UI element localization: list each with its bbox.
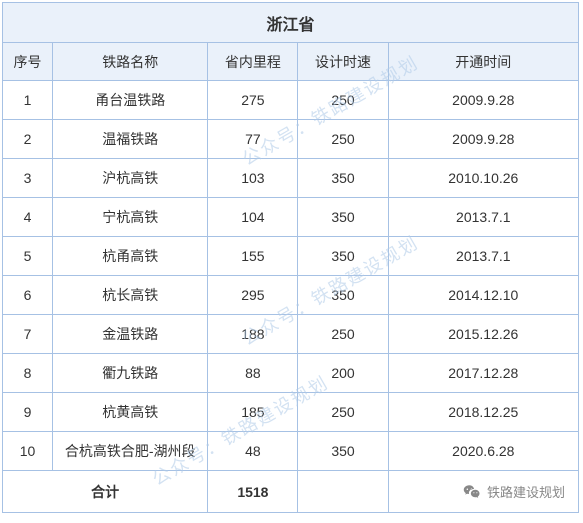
cell-mileage: 48 <box>208 432 298 471</box>
cell-name: 杭甬高铁 <box>53 237 208 276</box>
cell-name: 杭长高铁 <box>53 276 208 315</box>
cell-mileage: 275 <box>208 81 298 120</box>
header-speed: 设计时速 <box>298 43 388 81</box>
cell-name: 衢九铁路 <box>53 354 208 393</box>
title-row: 浙江省 <box>3 3 579 43</box>
cell-speed: 250 <box>298 315 388 354</box>
cell-seq: 2 <box>3 120 53 159</box>
header-name: 铁路名称 <box>53 43 208 81</box>
table-title: 浙江省 <box>3 3 579 43</box>
cell-seq: 10 <box>3 432 53 471</box>
header-date: 开通时间 <box>388 43 578 81</box>
wechat-icon <box>463 483 481 501</box>
cell-name: 甬台温铁路 <box>53 81 208 120</box>
cell-speed: 350 <box>298 237 388 276</box>
cell-seq: 4 <box>3 198 53 237</box>
cell-mileage: 295 <box>208 276 298 315</box>
cell-mileage: 103 <box>208 159 298 198</box>
cell-date: 2014.12.10 <box>388 276 578 315</box>
cell-speed: 200 <box>298 354 388 393</box>
header-mileage: 省内里程 <box>208 43 298 81</box>
cell-speed: 350 <box>298 159 388 198</box>
cell-mileage: 185 <box>208 393 298 432</box>
cell-seq: 6 <box>3 276 53 315</box>
cell-date: 2009.9.28 <box>388 81 578 120</box>
cell-date: 2020.6.28 <box>388 432 578 471</box>
table-row: 6杭长高铁2953502014.12.10 <box>3 276 579 315</box>
table-row: 2温福铁路772502009.9.28 <box>3 120 579 159</box>
cell-speed: 350 <box>298 432 388 471</box>
table-row: 3沪杭高铁1033502010.10.26 <box>3 159 579 198</box>
cell-date: 2009.9.28 <box>388 120 578 159</box>
table-row: 10合杭高铁合肥-湖州段483502020.6.28 <box>3 432 579 471</box>
cell-seq: 5 <box>3 237 53 276</box>
cell-mileage: 155 <box>208 237 298 276</box>
table-row: 4宁杭高铁1043502013.7.1 <box>3 198 579 237</box>
cell-mileage: 104 <box>208 198 298 237</box>
header-seq: 序号 <box>3 43 53 81</box>
total-mileage: 1518 <box>208 471 298 513</box>
cell-name: 沪杭高铁 <box>53 159 208 198</box>
cell-speed: 250 <box>298 120 388 159</box>
cell-date: 2015.12.26 <box>388 315 578 354</box>
cell-date: 2018.12.25 <box>388 393 578 432</box>
railway-table-container: 浙江省 序号 铁路名称 省内里程 设计时速 开通时间 1甬台温铁路2752502… <box>2 2 579 513</box>
table-row: 8衢九铁路882002017.12.28 <box>3 354 579 393</box>
cell-name: 合杭高铁合肥-湖州段 <box>53 432 208 471</box>
cell-seq: 1 <box>3 81 53 120</box>
cell-speed: 250 <box>298 81 388 120</box>
cell-date: 2010.10.26 <box>388 159 578 198</box>
bottom-credit: 铁路建设规划 <box>463 482 565 501</box>
cell-name: 温福铁路 <box>53 120 208 159</box>
cell-speed: 350 <box>298 276 388 315</box>
cell-name: 杭黄高铁 <box>53 393 208 432</box>
cell-date: 2017.12.28 <box>388 354 578 393</box>
total-speed-empty <box>298 471 388 513</box>
cell-date: 2013.7.1 <box>388 237 578 276</box>
cell-name: 金温铁路 <box>53 315 208 354</box>
table-row: 9杭黄高铁1852502018.12.25 <box>3 393 579 432</box>
railway-table: 浙江省 序号 铁路名称 省内里程 设计时速 开通时间 1甬台温铁路2752502… <box>2 2 579 513</box>
table-row: 1甬台温铁路2752502009.9.28 <box>3 81 579 120</box>
cell-seq: 9 <box>3 393 53 432</box>
total-label: 合计 <box>3 471 208 513</box>
cell-speed: 250 <box>298 393 388 432</box>
cell-mileage: 88 <box>208 354 298 393</box>
cell-speed: 350 <box>298 198 388 237</box>
cell-name: 宁杭高铁 <box>53 198 208 237</box>
cell-mileage: 188 <box>208 315 298 354</box>
cell-seq: 3 <box>3 159 53 198</box>
table-row: 5杭甬高铁1553502013.7.1 <box>3 237 579 276</box>
cell-date: 2013.7.1 <box>388 198 578 237</box>
cell-mileage: 77 <box>208 120 298 159</box>
credit-text: 铁路建设规划 <box>487 482 565 501</box>
header-row: 序号 铁路名称 省内里程 设计时速 开通时间 <box>3 43 579 81</box>
cell-seq: 8 <box>3 354 53 393</box>
cell-seq: 7 <box>3 315 53 354</box>
table-row: 7金温铁路1882502015.12.26 <box>3 315 579 354</box>
